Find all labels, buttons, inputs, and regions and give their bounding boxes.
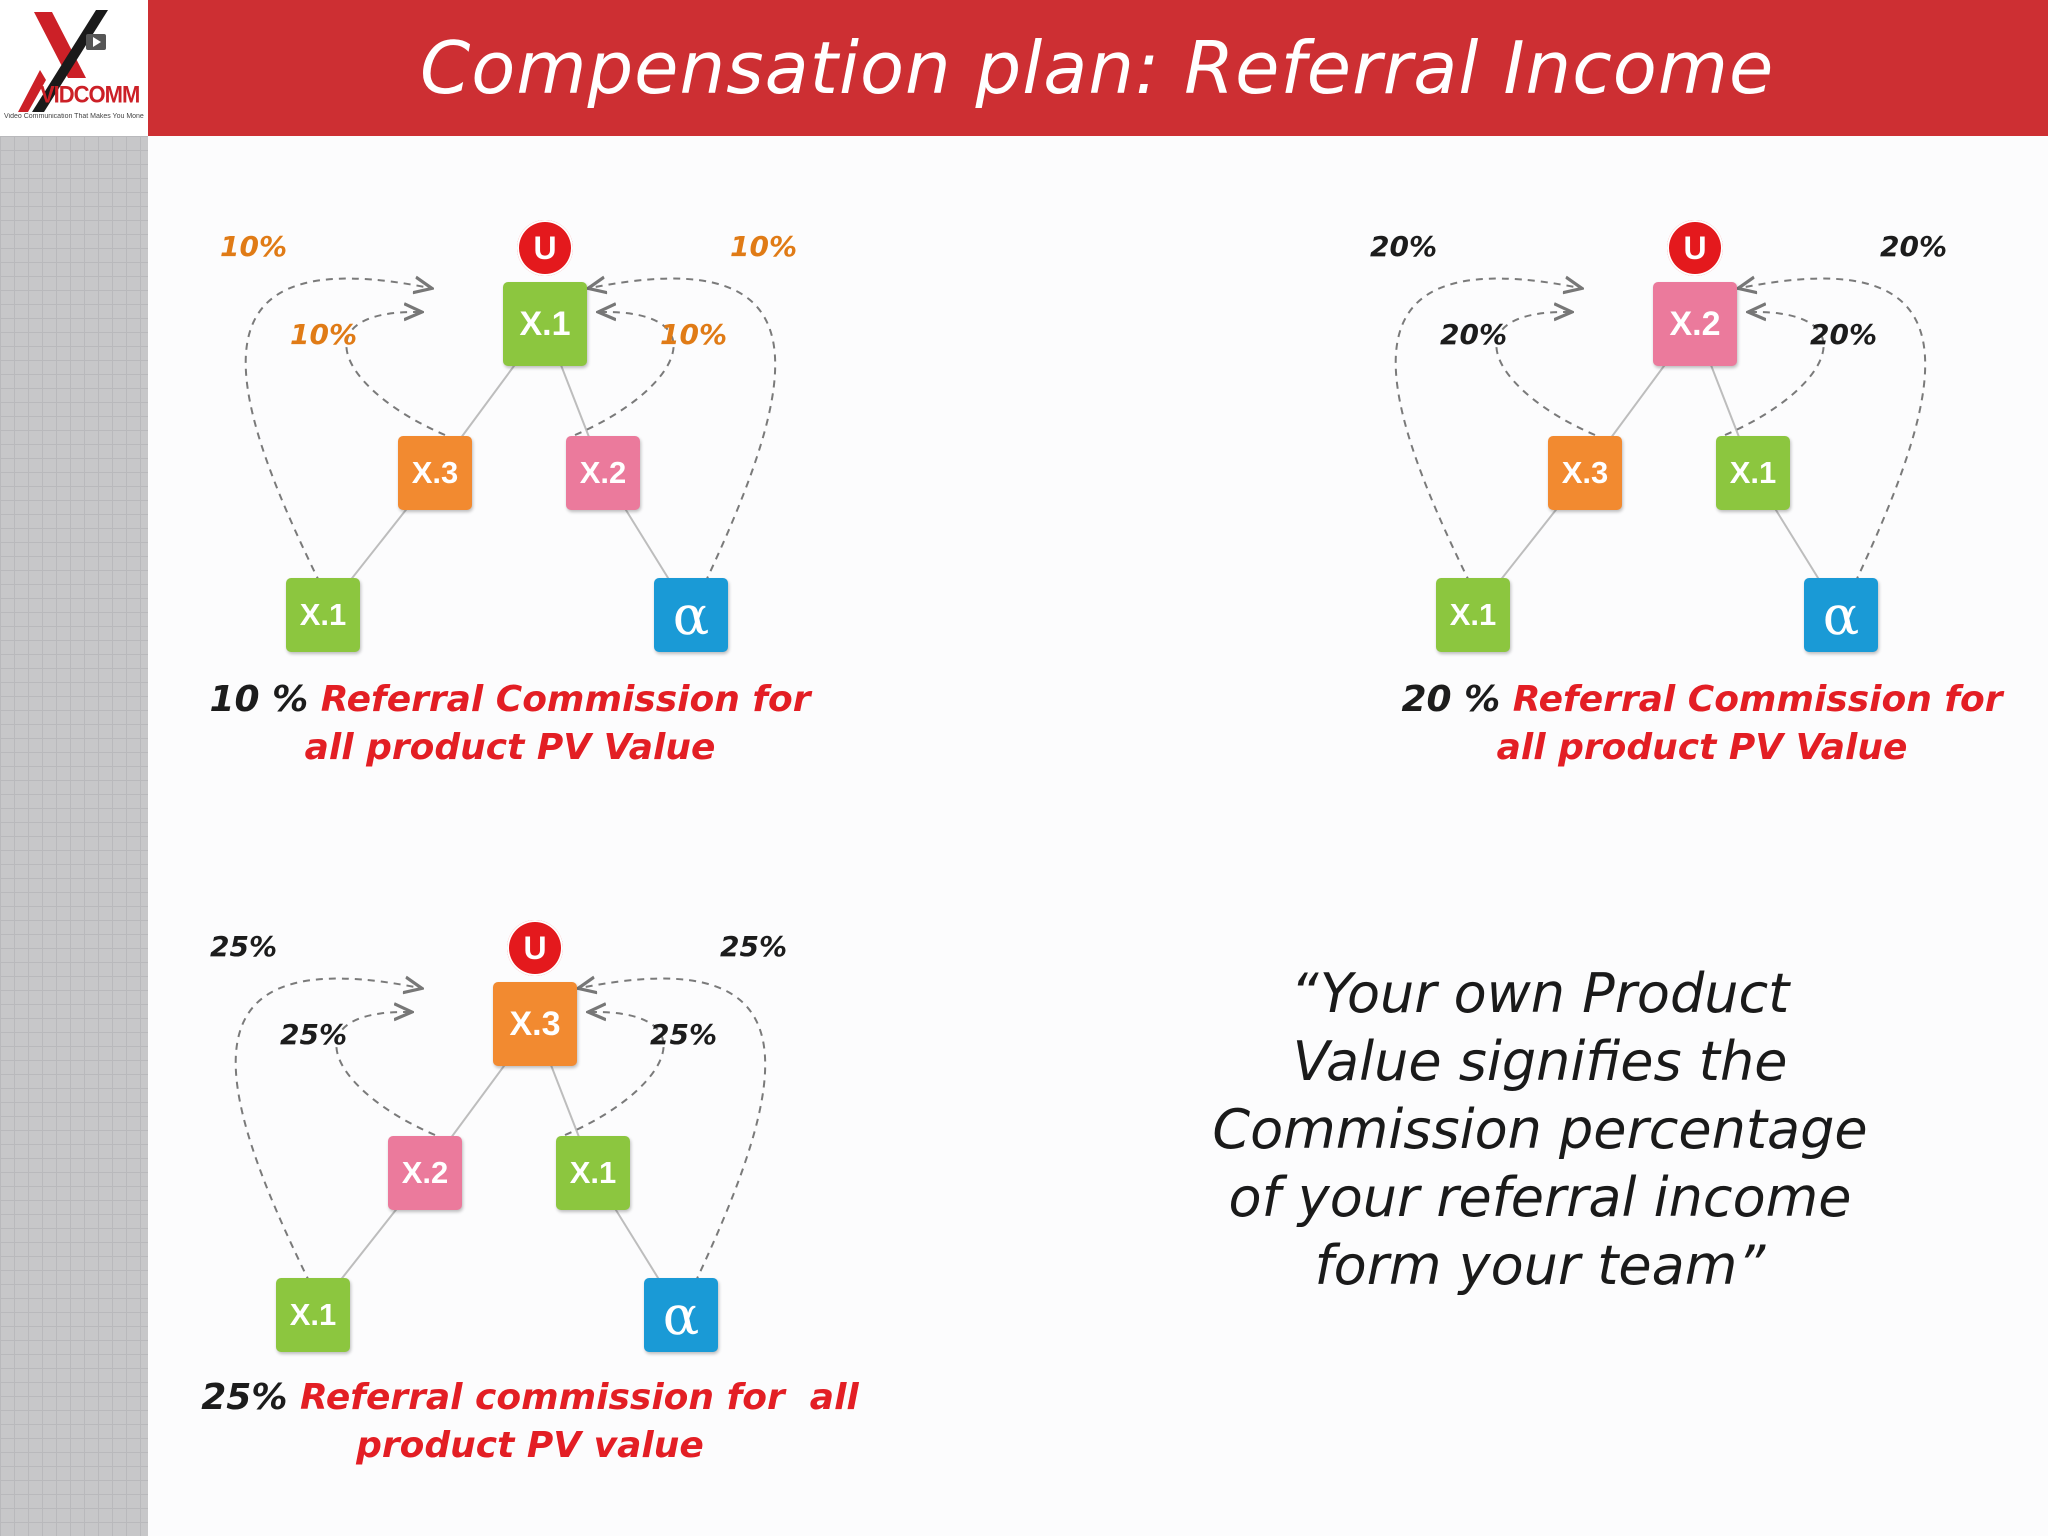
- referral-arrow: [345, 312, 446, 436]
- referral-arrow: [335, 1012, 436, 1136]
- pct-label: 25%: [720, 930, 788, 963]
- referral-arrow: [590, 279, 777, 584]
- node-mid-left: X.2: [388, 1136, 462, 1210]
- caption-lead: 20 %: [1401, 679, 1501, 720]
- pct-label: 20%: [1370, 230, 1438, 263]
- node-top-node: X.3: [493, 982, 577, 1066]
- caption-20: 20 % Referral Commission for all product…: [1392, 676, 2012, 772]
- node-bottom-left: X.1: [276, 1278, 350, 1352]
- referral-diagram-20: U X.2 X.3 X.1 X.1 α 20% 20% 20% 20%: [1350, 200, 1970, 680]
- referral-arrow: [574, 312, 675, 436]
- caption-text: Referral Commission for: [320, 679, 811, 720]
- node-mid-left: X.3: [398, 436, 472, 510]
- referral-arrow: [1740, 279, 1927, 584]
- caption-lead: 10 %: [209, 679, 309, 720]
- referral-arrow: [1495, 312, 1596, 436]
- referral-arrow: [564, 1012, 665, 1136]
- quote-line: Value signifies the: [1292, 1030, 1788, 1093]
- node-mid-right: X.2: [566, 436, 640, 510]
- pct-label: 25%: [650, 1018, 718, 1051]
- caption-text: all product PV Value: [304, 727, 716, 768]
- node-bottom-right: α: [654, 578, 728, 652]
- quote-line: “Your own Product: [1290, 962, 1790, 1025]
- x-play-logo-icon: [8, 10, 108, 112]
- side-strip: [0, 136, 148, 1536]
- referral-diagram-25: U X.3 X.2 X.1 X.1 α 25% 25% 25% 25%: [190, 900, 810, 1380]
- quote-line: Commission percentage: [1212, 1098, 1868, 1161]
- caption-text: Referral commission for all: [299, 1377, 859, 1418]
- pct-label: 20%: [1810, 318, 1878, 351]
- pct-label: 25%: [280, 1018, 348, 1051]
- quote-line: form your team”: [1314, 1234, 1766, 1297]
- node-top-node: X.1: [503, 282, 587, 366]
- pct-label: 10%: [730, 230, 798, 263]
- pct-label: 25%: [210, 930, 278, 963]
- user-badge: U: [517, 220, 573, 276]
- quote-line: of your referral income: [1228, 1166, 1852, 1229]
- referral-arrow: [580, 979, 767, 1284]
- quote: “Your own Product Value signifies the Co…: [1180, 960, 1900, 1300]
- caption-text: all product PV Value: [1496, 727, 1908, 768]
- node-top-node: X.2: [1653, 282, 1737, 366]
- node-bottom-right: α: [1804, 578, 1878, 652]
- node-bottom-left: X.1: [1436, 578, 1510, 652]
- caption-text: product PV value: [356, 1425, 704, 1466]
- referral-arrow: [1724, 312, 1825, 436]
- page-title: Compensation plan: Referral Income: [420, 26, 1775, 110]
- pct-label: 10%: [290, 318, 358, 351]
- node-mid-left: X.3: [1548, 436, 1622, 510]
- pct-label: 20%: [1440, 318, 1508, 351]
- node-bottom-right: α: [644, 1278, 718, 1352]
- caption-25: 25% Referral commission for all product …: [200, 1374, 860, 1470]
- pct-label: 20%: [1880, 230, 1948, 263]
- node-mid-right: X.1: [556, 1136, 630, 1210]
- user-badge: U: [1667, 220, 1723, 276]
- logo-tagline: Video Communication That Makes You Money: [4, 113, 144, 120]
- pct-label: 10%: [660, 318, 728, 351]
- caption-lead: 25%: [201, 1377, 288, 1418]
- node-bottom-left: X.1: [286, 578, 360, 652]
- logo: VIDCOMM Video Communication That Makes Y…: [0, 0, 148, 136]
- pct-label: 10%: [220, 230, 288, 263]
- logo-brand: VIDCOMM: [40, 80, 140, 109]
- referral-arrow: [234, 979, 420, 1284]
- node-mid-right: X.1: [1716, 436, 1790, 510]
- referral-diagram-10: U X.1 X.3 X.2 X.1 α 10% 10% 10% 10%: [200, 200, 820, 680]
- header-bar: [148, 0, 2048, 136]
- user-badge: U: [507, 920, 563, 976]
- caption-10: 10 % Referral Commission for all product…: [200, 676, 820, 772]
- caption-text: Referral Commission for: [1512, 679, 2003, 720]
- referral-arrow: [244, 279, 430, 584]
- referral-arrow: [1394, 279, 1580, 584]
